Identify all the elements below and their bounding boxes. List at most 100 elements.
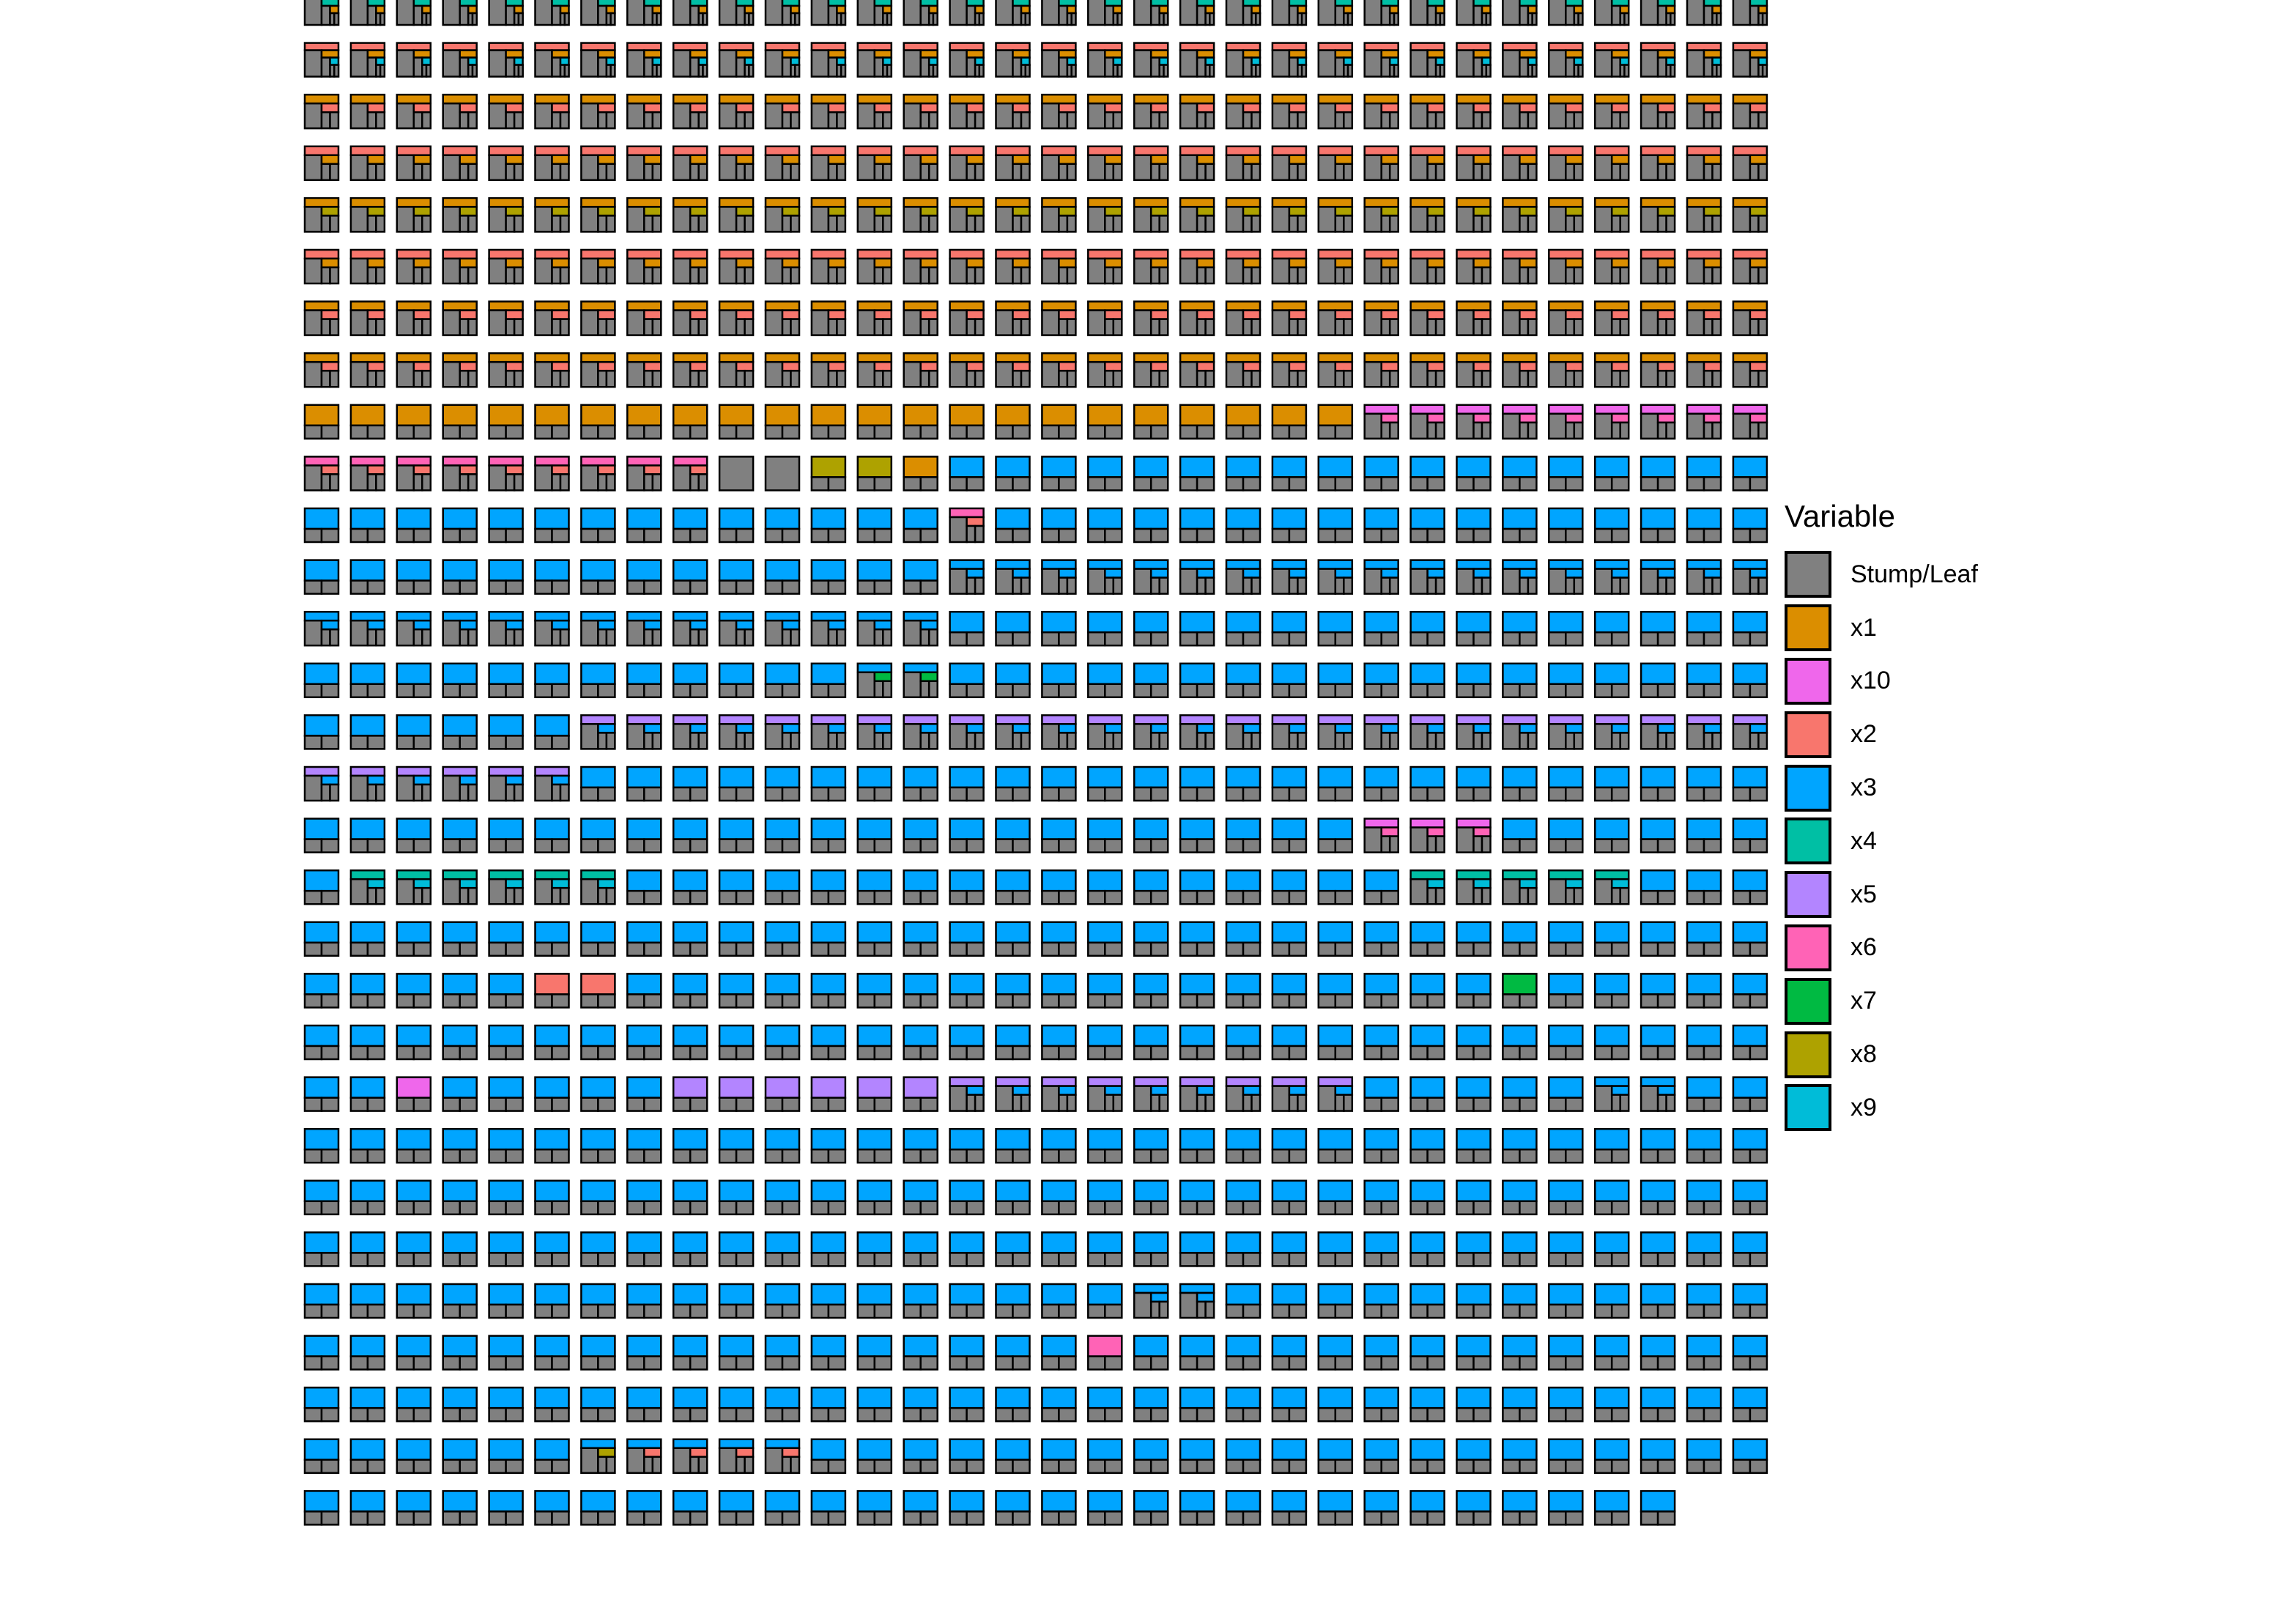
tree-mark (349, 1283, 386, 1319)
tree-mark (1456, 869, 1492, 905)
tree-mark (856, 714, 893, 750)
tree-mark (580, 1386, 616, 1423)
tree-mark (764, 0, 801, 26)
tree-mark (1087, 197, 1123, 233)
tree-mark (1548, 1127, 1584, 1164)
tree-mark (1502, 1076, 1538, 1112)
tree-mark (1179, 1024, 1215, 1061)
tree-mark (349, 817, 386, 853)
tree-mark (1732, 352, 1768, 388)
tree-mark (534, 404, 570, 440)
tree-mark (903, 1335, 938, 1371)
tree-mark (810, 1335, 847, 1371)
tree-mark (1409, 197, 1445, 233)
tree-mark (1456, 610, 1492, 647)
tree-mark (488, 93, 524, 130)
tree-mark (1732, 973, 1768, 1009)
tree-mark (1225, 559, 1262, 595)
tree-mark (1593, 714, 1630, 750)
tree-mark (903, 714, 938, 750)
tree-mark (856, 404, 893, 440)
tree-mark (1548, 1386, 1584, 1423)
tree-mark (1225, 714, 1262, 750)
tree-mark (626, 1024, 662, 1061)
tree-mark (488, 456, 524, 492)
tree-mark (1179, 456, 1215, 492)
tree-mark (1087, 1283, 1123, 1319)
tree-mark (810, 1283, 847, 1319)
tree-mark (1548, 1283, 1584, 1319)
legend-key (1785, 1084, 1831, 1132)
tree-mark (1317, 1335, 1354, 1371)
tree-mark (1271, 1335, 1308, 1371)
tree-mark (1317, 1127, 1354, 1164)
tree-mark (1686, 610, 1722, 647)
tree-mark (672, 248, 708, 285)
tree-mark (626, 300, 662, 336)
tree-mark (1593, 973, 1630, 1009)
tree-mark (1363, 1490, 1399, 1526)
tree-mark (810, 559, 847, 595)
tree-mark (1409, 765, 1445, 802)
tree-mark (903, 145, 938, 182)
tree-mark (396, 765, 432, 802)
tree-mark (949, 921, 985, 957)
tree-mark (1317, 559, 1354, 595)
tree-mark (1409, 610, 1445, 647)
tree-mark (1502, 0, 1538, 26)
tree-mark (764, 1179, 801, 1216)
tree-mark (1640, 42, 1676, 78)
legend-label: x7 (1850, 987, 1877, 1015)
tree-mark (1225, 1438, 1262, 1475)
tree-mark (718, 1335, 755, 1371)
tree-mark (1363, 1024, 1399, 1061)
tree-mark (349, 1179, 386, 1216)
tree-mark (856, 610, 893, 647)
tree-mark (1593, 921, 1630, 957)
tree-mark (1087, 1438, 1123, 1475)
tree-mark (718, 1231, 755, 1267)
tree-mark (1271, 1127, 1308, 1164)
tree-mark (1732, 869, 1768, 905)
tree-mark (1271, 93, 1308, 130)
tree-mark (1133, 42, 1169, 78)
tree-mark (488, 817, 524, 853)
tree-mark (1686, 765, 1722, 802)
tree-mark (626, 869, 662, 905)
tree-mark (1593, 507, 1630, 544)
tree-mark (672, 1386, 708, 1423)
tree-mark (303, 817, 340, 853)
tree-mark (764, 456, 801, 492)
tree-mark (718, 1127, 755, 1164)
tree-mark (1409, 145, 1445, 182)
tree-mark (1548, 1438, 1584, 1475)
tree-mark (718, 1283, 755, 1319)
tree-mark (626, 1179, 662, 1216)
tree-mark (1317, 765, 1354, 802)
tree-mark (580, 145, 616, 182)
legend-item: Stump/Leaf (1785, 548, 1978, 601)
tree-mark (672, 662, 708, 699)
tree-mark (1363, 42, 1400, 78)
tree-mark (1548, 197, 1584, 233)
tree-mark (718, 921, 755, 957)
tree-mark (442, 1283, 478, 1319)
tree-mark (1502, 559, 1538, 595)
tree-mark (1548, 1076, 1584, 1112)
tree-mark (1225, 1386, 1262, 1423)
tree-mark (1409, 1127, 1445, 1164)
tree-mark (764, 197, 801, 233)
tree-mark (1363, 1179, 1399, 1216)
tree-mark (903, 1283, 938, 1319)
tree-mark (396, 0, 432, 26)
tree-mark (1502, 1127, 1538, 1164)
tree-mark (903, 93, 938, 130)
tree-mark (1133, 714, 1169, 750)
tree-mark (718, 817, 755, 853)
tree-mark (949, 42, 985, 78)
tree-mark (534, 817, 570, 853)
tree-mark (1363, 456, 1399, 492)
tree-mark (1363, 1386, 1399, 1423)
tree-mark (1456, 1438, 1492, 1475)
tree-mark (856, 1127, 893, 1164)
